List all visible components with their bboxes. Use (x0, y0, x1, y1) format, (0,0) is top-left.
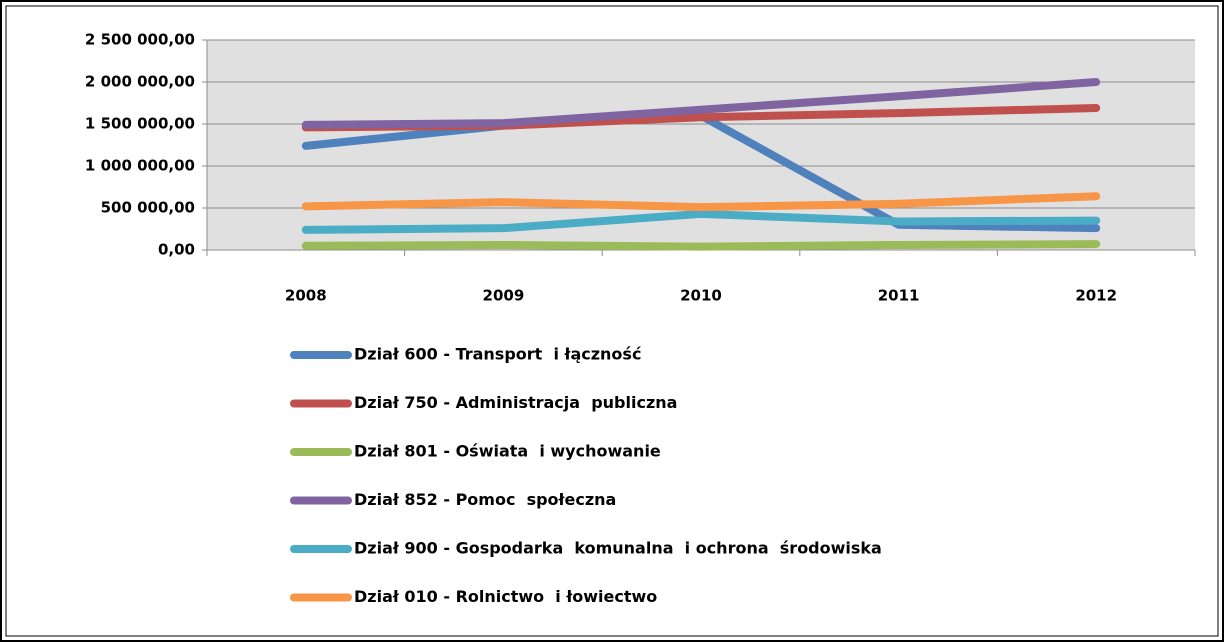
legend-label: Dział 852 - Pomoc społeczna (354, 490, 616, 509)
y-tick-label: 1 500 000,00 (85, 115, 195, 133)
x-tick-label: 2009 (483, 287, 525, 305)
legend-label: Dział 010 - Rolnictwo i łowiectwo (354, 587, 657, 606)
series-line (301, 209, 1101, 234)
y-tick-label: 2 500 000,00 (85, 31, 195, 49)
legend-label: Dział 900 - Gospodarka komunalna i ochro… (354, 539, 882, 558)
x-tick-label: 2010 (680, 287, 722, 305)
y-tick-label: 0,00 (158, 241, 195, 259)
legend-label: Dział 750 - Administracja publiczna (354, 393, 677, 412)
legend-label: Dział 801 - Oświata i wychowanie (354, 442, 661, 461)
series-line (301, 240, 1101, 251)
series-line (301, 192, 1101, 212)
series-line (301, 78, 1101, 129)
x-tick-label: 2008 (285, 287, 327, 305)
x-tick-label: 2012 (1075, 287, 1117, 305)
x-tick-label: 2011 (878, 287, 920, 305)
y-tick-label: 500 000,00 (101, 199, 195, 217)
inner-frame (5, 5, 1219, 637)
y-tick-label: 2 000 000,00 (85, 73, 195, 91)
y-tick-label: 1 000 000,00 (85, 157, 195, 175)
legend-label: Dział 600 - Transport i łączność (354, 345, 641, 364)
